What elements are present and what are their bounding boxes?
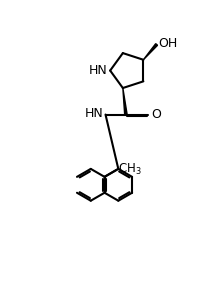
Polygon shape xyxy=(123,88,127,115)
Text: CH$_3$: CH$_3$ xyxy=(118,162,142,177)
Text: O: O xyxy=(151,108,161,121)
Text: HN: HN xyxy=(85,107,103,120)
Text: OH: OH xyxy=(159,37,178,50)
Polygon shape xyxy=(143,44,157,60)
Text: HN: HN xyxy=(89,64,108,77)
